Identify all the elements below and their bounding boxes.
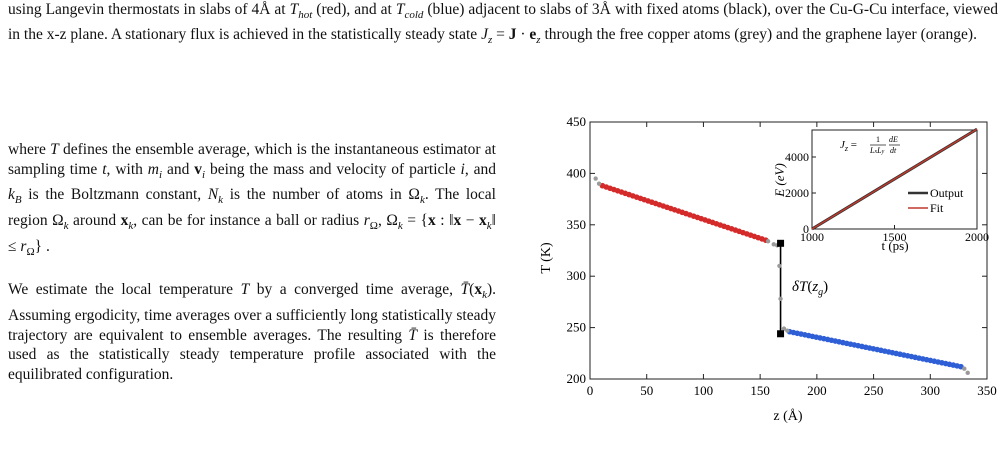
main-x-tick-label: 350 [977,383,997,398]
main-x-tick-label: 250 [864,383,884,398]
inset-y-tick-label: 2000 [785,186,809,200]
main-y-tick-label: 350 [567,217,587,232]
main-y-tick-label: 300 [567,268,587,283]
main-x-tick-label: 300 [921,383,941,398]
inset-y-tick-label: 4000 [785,150,809,164]
free-temperature-point [596,181,602,186]
inset-y-tick-label: 0 [803,222,809,236]
svg-text:Jz =: Jz = [840,139,857,153]
free-temperature-point [962,366,967,371]
free-temperature-point [965,370,970,376]
temperature-profile-figure: 0 50 100 150 200 250 300 350 200 250 300 350 400 450 … [530,108,1000,444]
inset-x-axis-label: t (ps) [881,238,908,253]
body-text: where T defines the ensemble average, wh… [8,140,496,402]
inset-y-axis-label: E (eV) [772,163,787,198]
main-x-axis-label: z (Å) [773,408,802,424]
free-temperature-point [778,296,783,302]
svg-text:dt: dt [890,146,897,155]
main-y-tick-label: 450 [567,114,587,129]
inset-x-tick-label: 2000 [965,230,989,244]
main-y-tick-label: 400 [567,165,587,180]
main-x-tick-label: 50 [640,383,653,398]
inset-x-tick-label: 1500 [883,230,907,244]
main-x-tick-label: 200 [807,383,827,398]
main-y-tick-label: 250 [567,320,587,335]
flux-formula-annotation: Jz = 1 LxLy dE dt [840,135,900,155]
main-x-tick-label: 100 [694,383,714,398]
paragraph-ensemble: where T defines the ensemble average, wh… [8,141,496,258]
main-y-tick-label: 200 [567,371,587,386]
free-temperature-point [771,242,776,247]
svg-text:LxLy: LxLy [869,146,885,155]
free-temperature-point [781,326,787,331]
free-temperature-point [777,263,782,269]
main-y-axis-label: T (K) [539,242,554,274]
free-temperature-point [765,239,771,244]
legend-fit-label: Fit [930,201,944,215]
free-temperature-point [593,176,598,181]
fixed-atom-marker [777,330,785,338]
inset-series-fit [811,128,978,230]
fixed-atom-marker [777,239,785,247]
svg-text:1: 1 [876,135,880,144]
legend-output-label: Output [930,186,964,200]
main-x-tick-label: 150 [750,383,770,398]
paragraph-time-average: We estimate the local temperature T by a… [8,281,497,383]
free-temperature-point [785,328,790,333]
svg-text:dE: dE [889,135,898,144]
inset-legend: Output Fit [908,186,964,215]
main-x-tick-label: 0 [587,383,594,398]
figure-caption: using Langevin thermostats in slabs of 4… [8,1,998,47]
temperature-profile-svg: 0 50 100 150 200 250 300 350200250300350400450 … [539,114,997,424]
inset-x-tick-label: 1000 [800,230,824,244]
